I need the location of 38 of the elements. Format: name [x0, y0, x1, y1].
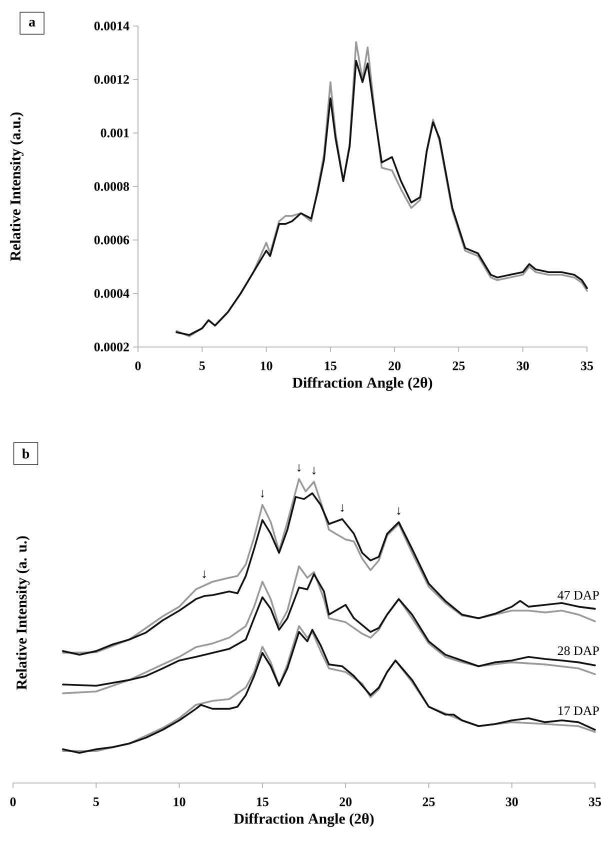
x-tick-label: 25: [452, 362, 465, 370]
y-tick-label: 0.0006: [94, 236, 130, 244]
x-tick-label: 30: [506, 798, 518, 806]
y-axis-title: Relative Intensity (a. u.): [16, 536, 30, 690]
x-axis-title: Diffraction Angle (2θ): [292, 377, 432, 391]
x-tick-label: 30: [516, 362, 529, 370]
x-tick-label: 0: [10, 798, 16, 806]
annotation: ↓: [202, 570, 206, 578]
x-tick-label: 25: [422, 798, 435, 806]
x-tick-label: 15: [256, 798, 268, 806]
y-tick-label: 0.0002: [94, 342, 129, 352]
x-tick-label: 5: [199, 362, 205, 370]
chart-title: a: [29, 20, 36, 27]
x-tick-label: 35: [589, 798, 601, 806]
x-tick-label: 20: [340, 798, 352, 806]
y-tick-label: 0.0004: [94, 289, 130, 298]
x-tick-label: 0: [135, 362, 141, 370]
annotation: ↓: [340, 504, 344, 512]
y-tick-label: 0.0014: [94, 22, 130, 30]
x-tick-label: 15: [324, 362, 336, 370]
y-tick-label: 0.001: [100, 128, 129, 138]
x-tick-label: 10: [174, 798, 186, 806]
y-axis-title: Relative Intensity (a.u.): [10, 112, 24, 261]
annotation: 17 DAP: [558, 706, 599, 716]
annotation: ↓: [260, 490, 264, 498]
chart-title: b: [22, 448, 30, 458]
x-tick-label: 5: [93, 798, 99, 806]
x-tick-label: 10: [260, 362, 272, 370]
x-tick-label: 20: [388, 362, 401, 370]
annotation: 28 DAP: [558, 646, 599, 656]
annotation: ↓: [397, 507, 400, 515]
annotation: ↓: [312, 466, 316, 475]
y-tick-label: 0.0008: [94, 182, 130, 191]
x-axis-title: Diffraction Angle (2θ): [234, 813, 374, 827]
x-tick-label: 35: [581, 362, 594, 370]
y-tick-label: 0.0012: [94, 75, 129, 84]
annotation: ↓: [297, 464, 301, 472]
annotation: 47 DAP: [558, 590, 599, 600]
